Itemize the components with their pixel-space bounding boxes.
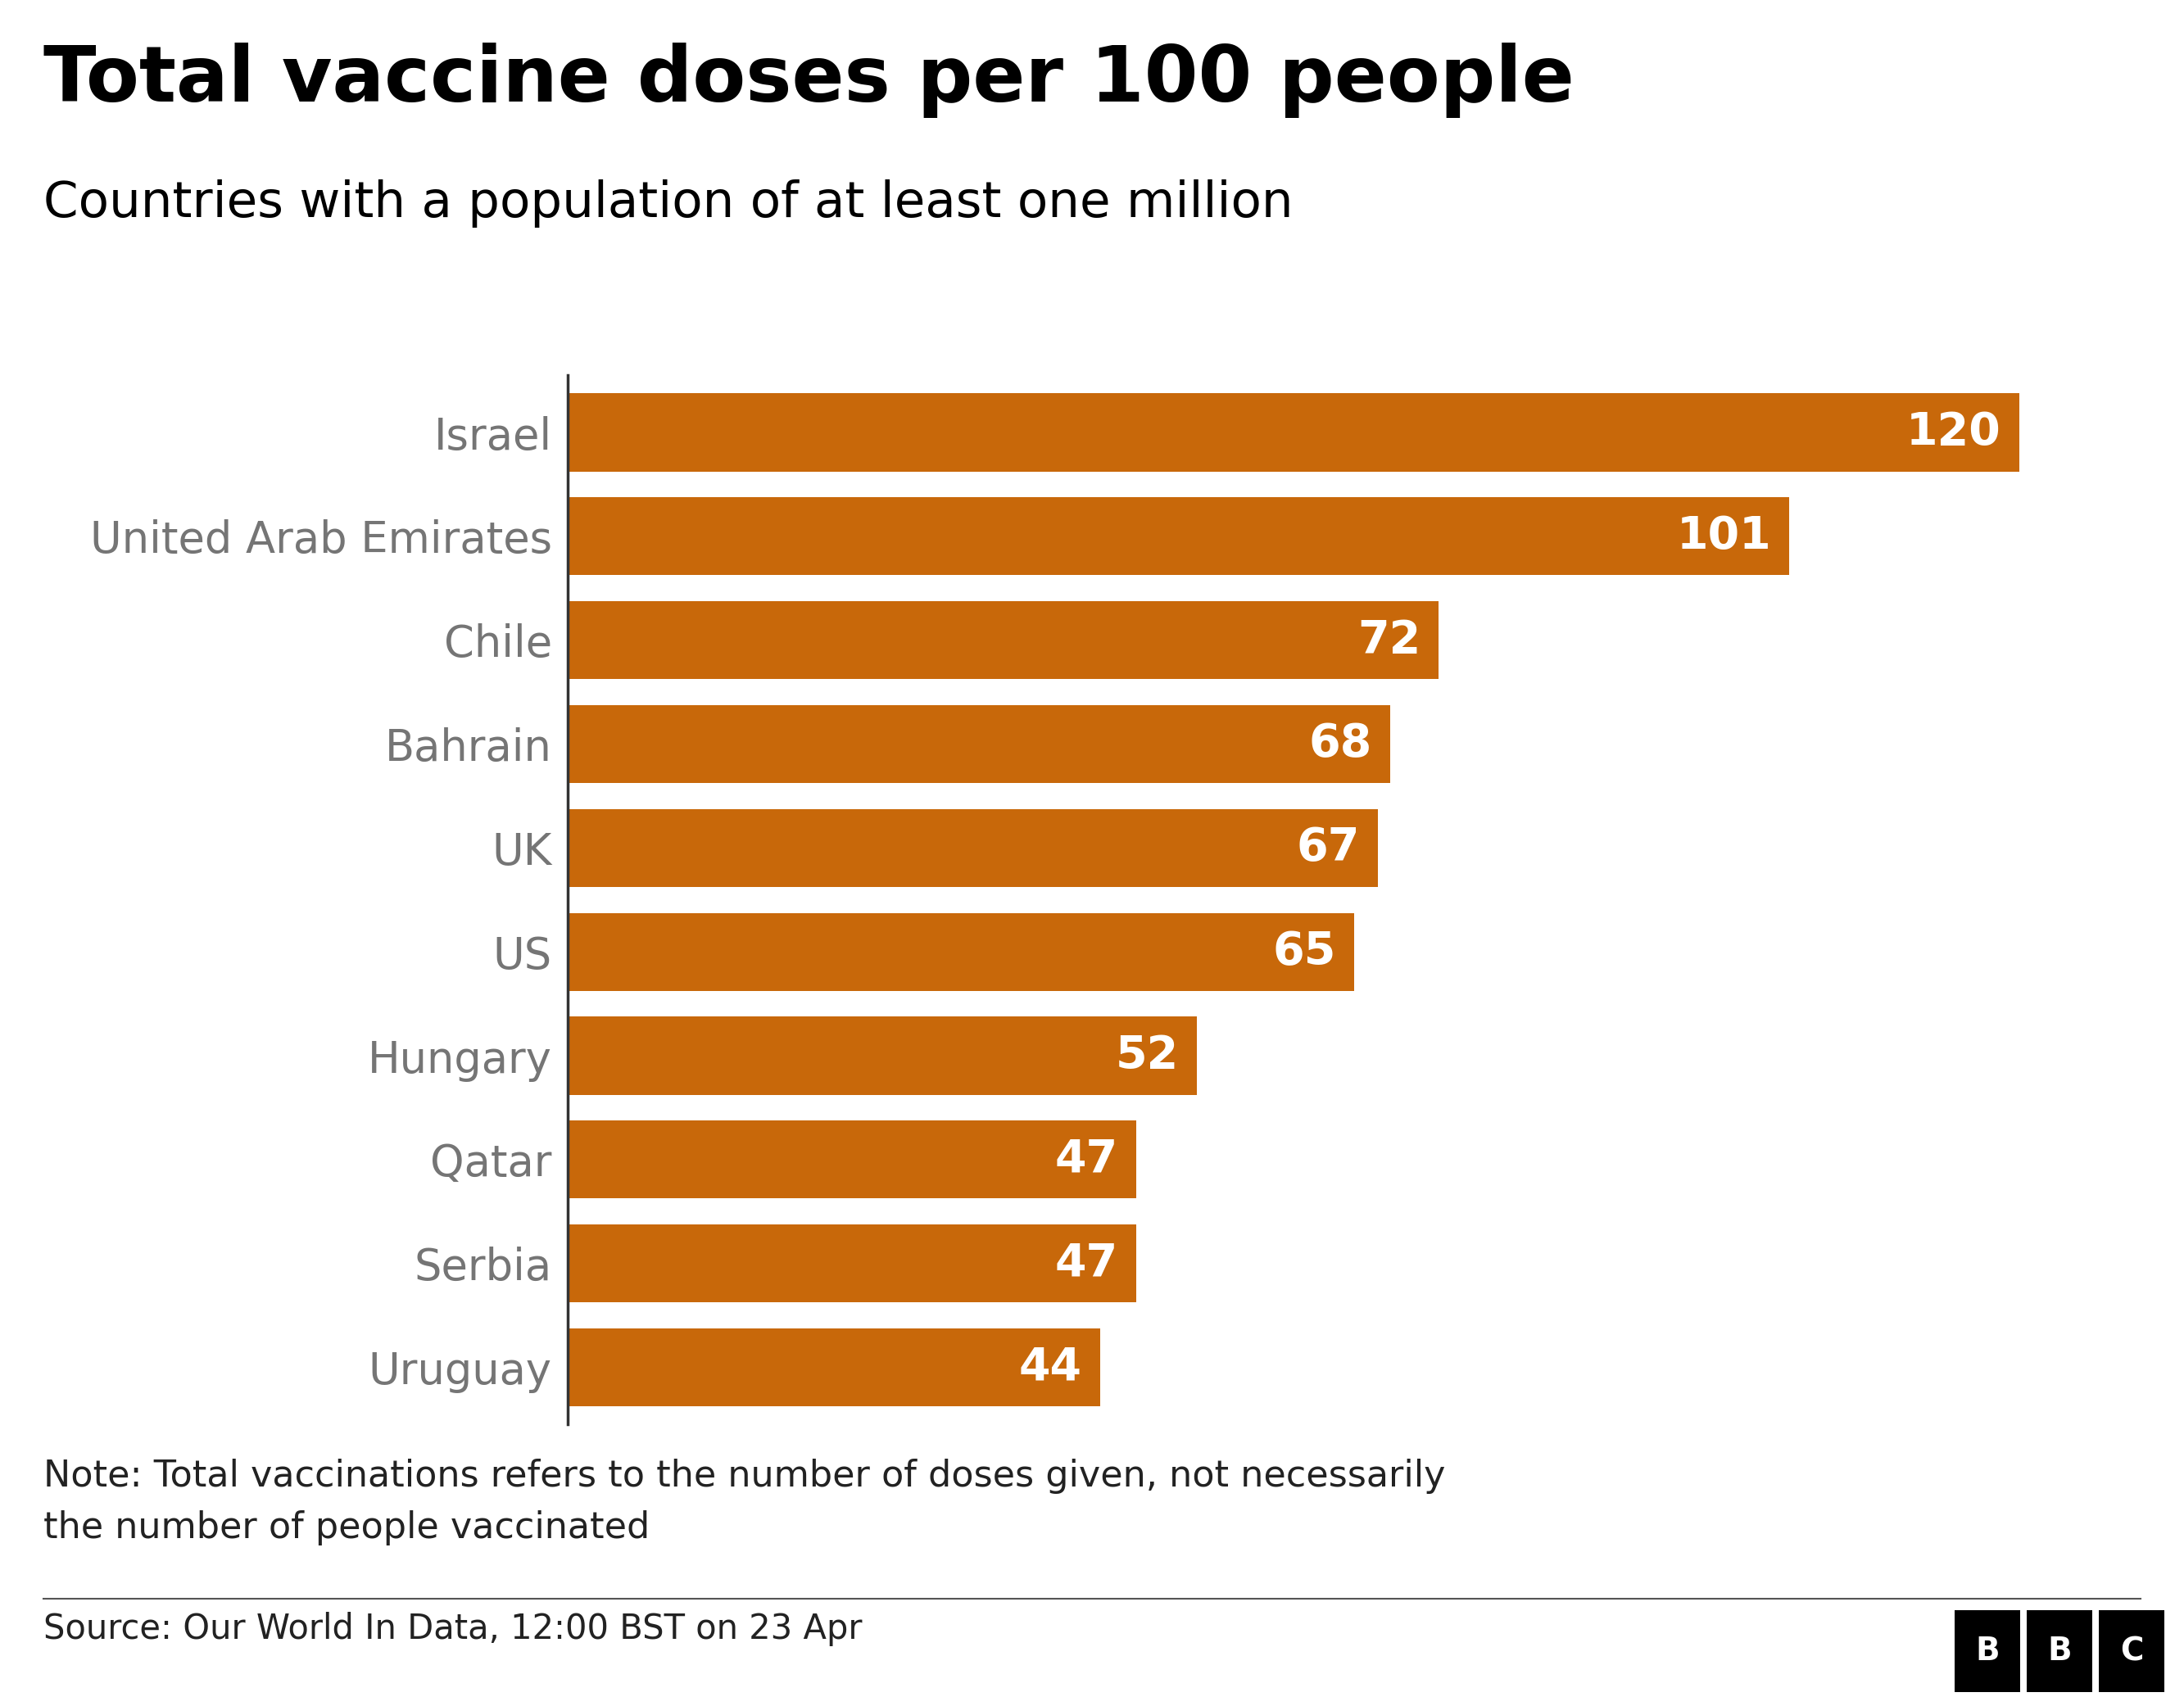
Text: 47: 47 [1055,1138,1118,1182]
Bar [568,1225,1136,1302]
Bar [568,498,1789,575]
Bar [568,601,1439,679]
Text: 67: 67 [1297,826,1361,870]
Bar [568,1121,1136,1199]
Text: 72: 72 [1356,618,1420,662]
Text: Source: Our World In Data, 12:00 BST on 23 Apr: Source: Our World In Data, 12:00 BST on … [44,1612,863,1646]
Text: B: B [2046,1636,2073,1667]
Text: Note: Total vaccinations refers to the number of doses given, not necessarily
th: Note: Total vaccinations refers to the n… [44,1459,1446,1546]
Text: C: C [2121,1636,2143,1667]
Text: 120: 120 [1907,411,2001,454]
Text: 52: 52 [1116,1034,1179,1078]
Bar [568,1329,1101,1406]
Text: 65: 65 [1273,930,1337,974]
Bar [568,394,2020,471]
Bar [568,809,1378,887]
Bar [568,705,1391,783]
Bar [568,1017,1197,1095]
Text: 44: 44 [1020,1346,1081,1389]
Text: 47: 47 [1055,1242,1118,1286]
Text: Total vaccine doses per 100 people: Total vaccine doses per 100 people [44,43,1575,118]
Bar [568,913,1354,991]
Text: 101: 101 [1677,514,1771,558]
Text: Countries with a population of at least one million: Countries with a population of at least … [44,179,1293,227]
Text: 68: 68 [1308,722,1372,766]
Text: B: B [1974,1636,2001,1667]
